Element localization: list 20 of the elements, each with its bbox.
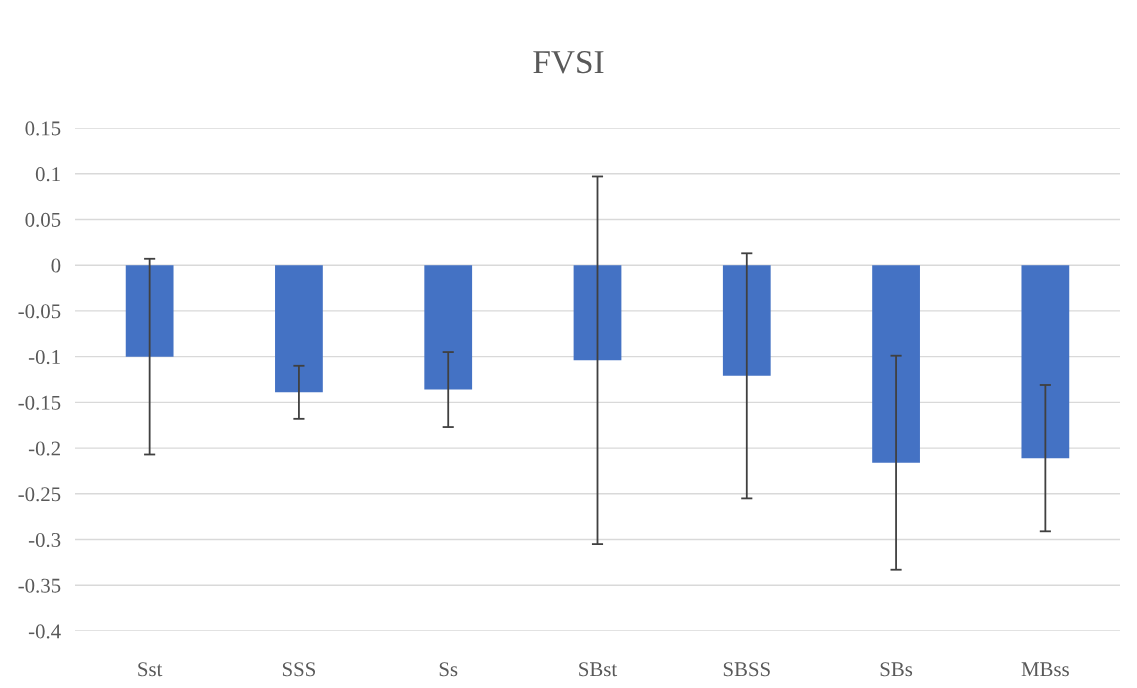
x-tick-label: SBst (579, 662, 618, 677)
x-tick-label: Ss (439, 662, 458, 677)
y-tick-label: 0.15 (25, 121, 61, 136)
x-tick-label: SBSS (723, 662, 770, 677)
y-tick-label: 0.05 (25, 212, 61, 227)
x-tick-label: Sst (138, 662, 163, 677)
y-tick-label: -0.35 (18, 578, 61, 593)
y-tick-label: -0.15 (18, 395, 61, 410)
y-tick-label: 0 (51, 258, 61, 273)
y-tick-label: -0.4 (28, 624, 61, 639)
x-tick-label: SSS (282, 662, 316, 677)
y-tick-label: -0.3 (28, 532, 61, 548)
y-tick-label: -0.2 (28, 441, 60, 456)
x-tick-label: SBs (880, 662, 913, 677)
y-tick-label: -0.05 (18, 304, 61, 319)
y-tick-label: -0.25 (18, 487, 61, 502)
x-tick-label: MBss (1021, 662, 1069, 677)
y-tick-label: 0.1 (35, 167, 60, 182)
chart-title: FVSI (533, 50, 604, 74)
y-tick-label: -0.1 (28, 350, 60, 365)
